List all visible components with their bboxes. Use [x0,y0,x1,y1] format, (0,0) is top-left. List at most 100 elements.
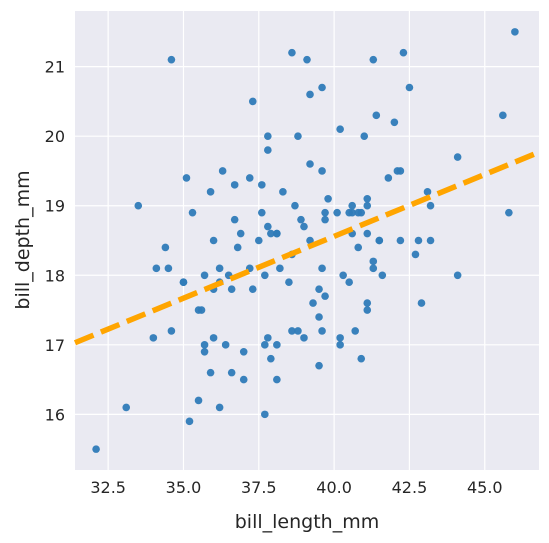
data-point [254,236,263,245]
data-point [339,271,347,280]
data-point [152,264,161,273]
y-tick-label: 18 [45,266,65,285]
x-axis-ticks: 32.5 35.0 37.5 40.0 42.5 45.0 [90,478,502,497]
data-point [273,341,281,349]
data-point [369,257,378,266]
y-tick-label: 19 [45,197,65,216]
y-tick-label: 21 [45,58,65,77]
data-point [248,285,257,293]
data-point [92,445,100,453]
data-point [185,417,194,426]
data-point [233,243,242,252]
data-point [264,222,272,231]
data-point [182,174,191,182]
data-point [363,299,372,307]
data-point [291,201,299,210]
data-point [230,215,239,224]
data-point [218,167,227,175]
y-tick-label: 17 [45,336,65,355]
data-point [164,264,173,273]
x-tick-label: 42.5 [392,478,428,497]
data-point [161,243,170,252]
data-point [276,264,284,273]
data-point [134,201,143,210]
data-point [261,271,269,280]
data-point [426,201,435,210]
data-point [239,375,248,384]
data-point [206,188,215,196]
data-point [396,167,405,175]
data-point [315,361,323,370]
data-point [369,264,378,273]
data-point [179,278,188,287]
data-point [378,271,387,280]
data-point [245,174,254,182]
data-point [306,90,314,99]
x-tick-label: 37.5 [241,478,277,497]
data-point [248,97,257,106]
data-point [336,125,344,134]
data-point [426,236,435,245]
data-point [267,354,275,363]
data-point [348,208,356,217]
data-point [363,229,372,238]
data-point [321,208,329,217]
y-axis-ticks: 16 17 18 19 20 21 [45,58,65,425]
data-point [414,236,423,245]
data-point [300,334,308,342]
data-point [336,341,344,349]
data-point [351,327,360,335]
data-point [390,118,399,127]
data-point [264,146,272,154]
data-point [200,271,209,280]
data-point [227,285,236,293]
data-point [122,403,131,412]
data-point [273,375,281,384]
data-point [453,271,462,280]
data-point [236,229,245,238]
data-point [354,243,363,252]
data-point [333,208,341,217]
x-tick-label: 45.0 [467,478,503,497]
data-point [315,285,323,293]
data-point [215,264,224,273]
data-point [321,292,329,300]
data-point [258,208,266,217]
data-point [206,368,215,377]
x-tick-label: 32.5 [90,478,126,497]
data-point [324,194,332,203]
x-axis-label: bill_length_mm [235,511,379,533]
data-point [167,327,176,335]
y-tick-label: 16 [45,405,65,424]
data-point [149,334,158,342]
data-point [315,313,323,321]
data-point [306,236,314,245]
data-point [348,201,356,210]
data-point [167,55,176,64]
data-point [209,334,218,342]
data-point [264,334,272,342]
data-point [309,299,317,307]
data-point [267,229,275,238]
data-point [363,201,372,210]
data-point [321,215,329,224]
data-point [261,410,269,419]
data-point [200,341,209,349]
data-point [215,403,224,412]
data-point [285,278,293,287]
data-point [357,208,366,217]
data-point [273,229,281,238]
data-point [357,354,366,363]
y-axis-label: bill_depth_mm [12,170,34,309]
data-point [197,306,206,314]
data-point [221,341,230,349]
data-point [279,188,287,196]
data-point [261,341,269,349]
data-point [227,368,236,377]
data-point [188,208,197,217]
data-point [318,83,326,92]
data-point [363,194,372,203]
x-tick-label: 40.0 [316,478,352,497]
data-point [294,132,302,140]
